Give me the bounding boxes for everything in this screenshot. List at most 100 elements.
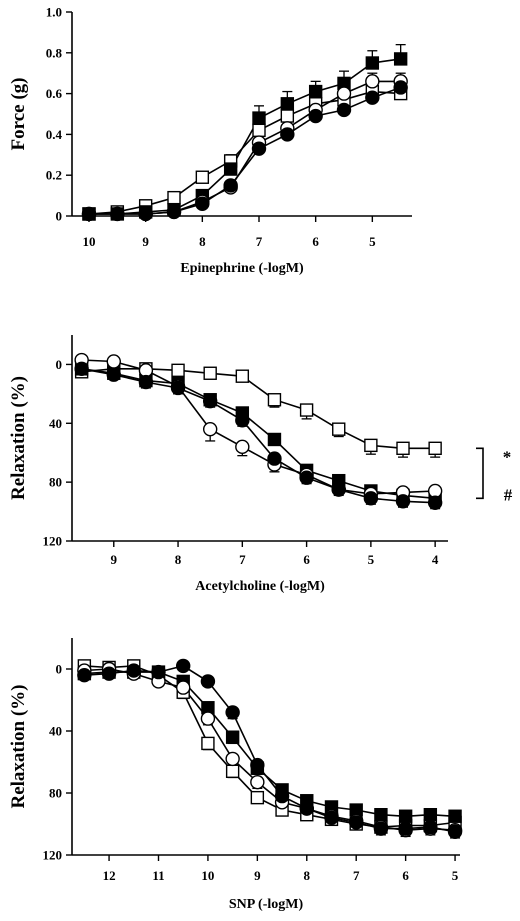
significance-bracket <box>476 447 484 500</box>
filled-circle-marker <box>151 664 166 680</box>
filled-square-marker <box>223 162 238 176</box>
open-square-marker <box>396 441 410 455</box>
filled-circle-marker <box>331 482 346 497</box>
y-tick-label: 120 <box>43 534 63 549</box>
open-circle-marker <box>365 74 380 89</box>
series-line <box>84 668 456 832</box>
open-circle-marker <box>138 363 154 378</box>
filled-circle-marker <box>393 80 408 95</box>
y-tick-label: 40 <box>49 416 62 431</box>
y-axis-label: Relaxation (%) <box>8 684 29 808</box>
filled-square-marker <box>393 52 408 66</box>
y-tick-label: 0.4 <box>46 127 63 142</box>
y-tick-label: 0 <box>56 357 63 372</box>
x-tick-label: 10 <box>83 234 96 249</box>
filled-circle-marker <box>166 204 182 220</box>
filled-circle-marker <box>110 206 125 222</box>
chart-panel-2: 0 40 80 120 9 8 7 6 5 4 Acetylcholine (-logM) Relax… <box>8 335 513 594</box>
y-tick-label: 40 <box>49 724 62 739</box>
open-square-marker <box>267 393 282 407</box>
series-line <box>81 367 436 450</box>
filled-circle-marker <box>138 206 153 222</box>
open-square-marker <box>250 790 265 805</box>
x-axis-label: SNP (-logM) <box>229 897 304 912</box>
x-tick-label: 5 <box>452 868 459 883</box>
filled-circle-marker <box>81 206 97 222</box>
x-tick-label: 7 <box>239 552 246 567</box>
filled-circle-marker <box>77 668 92 683</box>
x-tick-label: 10 <box>201 868 214 883</box>
y-tick-label: 120 <box>43 848 63 863</box>
open-square-marker <box>280 109 295 123</box>
filled-square-marker <box>280 97 295 111</box>
filled-square-marker <box>448 809 462 823</box>
filled-circle-marker <box>101 666 117 681</box>
x-tick-label: 12 <box>103 868 116 883</box>
filled-circle-marker <box>267 451 282 466</box>
filled-circle-marker <box>176 658 191 674</box>
x-tick-label: 8 <box>304 868 311 883</box>
open-circle-marker <box>225 751 240 767</box>
filled-circle-marker <box>427 495 443 510</box>
filled-circle-marker <box>200 674 216 689</box>
filled-circle-marker <box>423 819 438 835</box>
filled-square-marker <box>252 111 266 125</box>
filled-circle-marker <box>447 824 463 839</box>
y-tick-label: 0 <box>56 209 63 224</box>
significance-hash: # <box>504 485 513 504</box>
open-circle-marker <box>250 774 265 790</box>
open-square-marker <box>201 736 215 751</box>
x-tick-label: 11 <box>152 868 164 883</box>
filled-circle-marker <box>373 821 389 836</box>
series-line <box>84 665 456 828</box>
filled-circle-marker <box>251 141 267 156</box>
filled-circle-marker <box>299 470 314 485</box>
y-tick-label: 80 <box>49 786 62 801</box>
filled-circle-marker <box>363 491 379 506</box>
x-axis-label: Acetylcholine (-logM) <box>195 579 325 594</box>
open-square-marker <box>167 190 181 205</box>
x-tick-label: 7 <box>256 234 263 249</box>
x-tick-label: 6 <box>312 234 319 249</box>
filled-circle-marker <box>106 367 121 382</box>
filled-circle-marker <box>349 815 364 830</box>
filled-square-marker <box>423 808 438 822</box>
open-square-marker <box>332 422 346 436</box>
filled-circle-marker <box>126 663 141 678</box>
open-square-marker <box>203 366 217 380</box>
y-tick-label: 0.2 <box>46 168 62 183</box>
y-tick-label: 1.0 <box>46 5 62 20</box>
x-tick-label: 6 <box>303 552 310 567</box>
x-tick-label: 7 <box>353 868 360 883</box>
filled-circle-marker <box>202 394 218 409</box>
filled-circle-marker <box>250 757 265 773</box>
filled-circle-marker <box>299 801 314 816</box>
x-tick-label: 8 <box>199 234 206 249</box>
filled-circle-marker <box>308 108 323 124</box>
filled-square-marker <box>225 730 240 744</box>
open-circle-marker <box>202 421 218 437</box>
filled-square-marker <box>374 808 388 822</box>
filled-square-marker <box>365 56 380 70</box>
open-circle-marker <box>106 354 121 369</box>
chart-panel-3: 0 40 80 120 12 11 10 9 8 7 6 5 SNP (-logM) Relaxation… <box>8 638 463 912</box>
open-square-marker <box>364 438 378 453</box>
filled-circle-marker <box>195 196 210 211</box>
filled-square-marker <box>267 432 282 447</box>
open-circle-marker <box>176 680 191 695</box>
y-axis-label: Relaxation (%) <box>8 376 29 500</box>
open-circle-marker <box>200 711 216 726</box>
x-tick-label: 9 <box>111 552 118 567</box>
open-square-marker <box>225 764 240 778</box>
y-tick-label: 80 <box>49 475 62 490</box>
y-tick-label: 0 <box>56 662 63 677</box>
significance-asterisk: * <box>503 447 512 466</box>
open-circle-marker <box>427 483 443 499</box>
y-axis-label: Force (g) <box>8 78 29 151</box>
filled-circle-marker <box>225 705 240 720</box>
filled-circle-marker <box>138 374 154 390</box>
open-circle-marker <box>336 86 352 101</box>
filled-square-marker <box>308 84 323 99</box>
open-square-marker <box>235 369 250 383</box>
